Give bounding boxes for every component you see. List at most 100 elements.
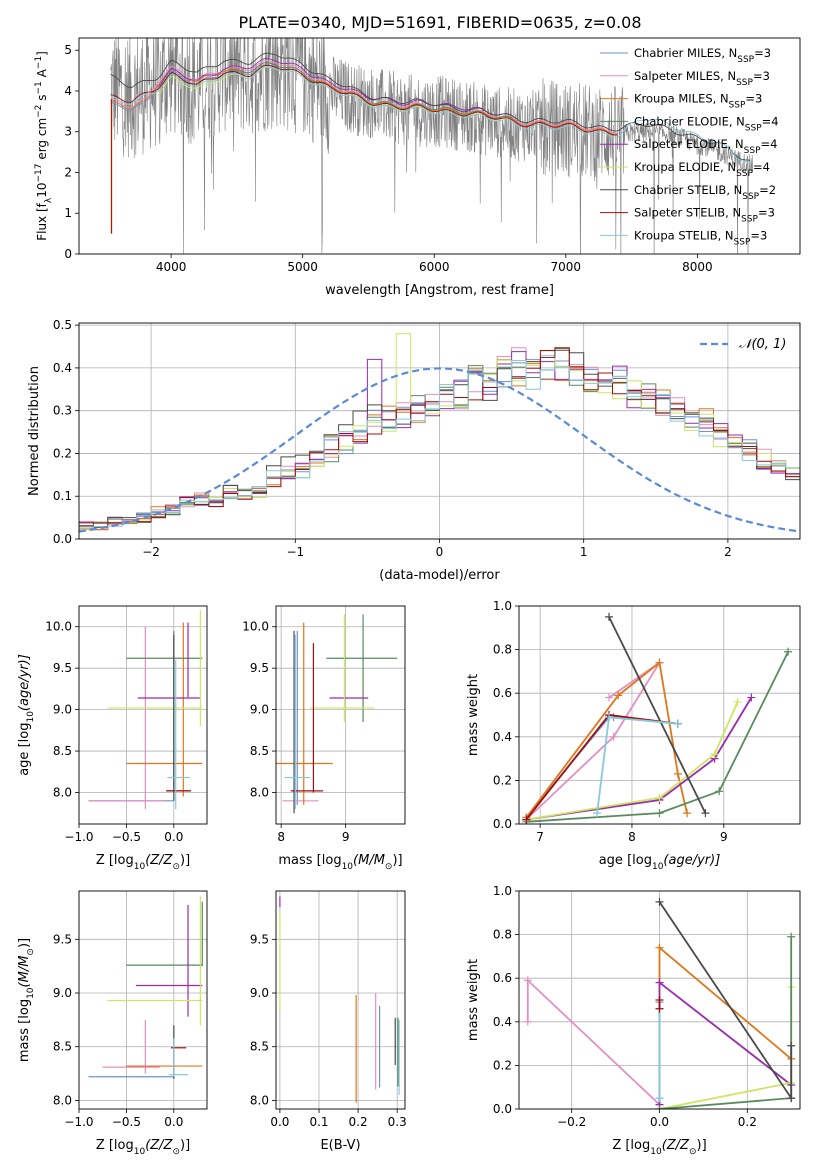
x-tick-label: 7000 — [551, 260, 582, 274]
y-tick-label: 0.0 — [53, 532, 72, 546]
y-tick-label: 8.5 — [53, 1040, 72, 1054]
weight-marker — [523, 1017, 532, 1026]
y-tick-label: 1.0 — [493, 884, 512, 898]
weight-line — [526, 697, 753, 821]
observed-spectrum — [110, 38, 753, 254]
x-axis-label: Z [log10(Z/Z⊙)] — [96, 1138, 190, 1157]
y-tick-label: 0.6 — [493, 971, 512, 985]
weight-marker — [701, 809, 710, 818]
x-axis-label: mass [log10(M/M⊙)] — [278, 853, 402, 872]
y-tick-label: 1 — [64, 206, 72, 220]
weight-marker — [655, 978, 664, 987]
y-tick-label: 9.5 — [53, 661, 72, 675]
x-axis-label: wavelength [Angstrom, rest frame] — [325, 283, 554, 298]
y-axis-label: Normed distribution — [27, 366, 42, 496]
spectrum-legend: Chabrier MILES, NSSP=3 Salpeter MILES, NS… — [600, 46, 779, 247]
weight-marker — [522, 815, 531, 824]
mass-vs-Z-frame — [78, 890, 208, 1110]
mass-vs-ebv-panel: 0.0 0.1 0.2 0.3 8.0 8.5 9.0 9.5 E(B-V) — [250, 890, 407, 1153]
weight-marker — [673, 769, 682, 778]
weight-vs-Z-panel: −0.2 0.0 0.2 0.0 0.2 0.4 0.6 0.8 1.0 Z [log10(Z/Z… — [466, 884, 801, 1157]
model-spectrum — [110, 66, 751, 163]
weight-line — [608, 616, 707, 814]
y-tick-label: 4 — [64, 84, 72, 98]
x-tick-label: 2 — [724, 545, 732, 559]
y-tick-label: 2 — [64, 165, 72, 179]
x-tick-label: 0.1 — [309, 1115, 328, 1129]
spectrum-panel: 4000 5000 6000 7000 8000 0 1 2 3 4 5 wavelength [An… — [34, 37, 801, 298]
legend-entry: 𝒩(0, 1) — [739, 337, 786, 352]
residuals-plot-area — [79, 333, 800, 533]
y-tick-label: 8.5 — [250, 744, 269, 758]
x-tick-label: 0.0 — [164, 1115, 183, 1129]
y-axis-label: mass weight — [466, 959, 481, 1041]
x-tick-label: 7 — [536, 830, 544, 844]
legend-entry: Salpeter MILES, NSSP=3 — [634, 69, 770, 88]
age-vs-mass-frame — [275, 605, 406, 825]
y-tick-label: 0.4 — [493, 730, 512, 744]
x-tick-label: 5000 — [287, 260, 318, 274]
weight-marker — [604, 713, 613, 722]
weight-marker — [614, 691, 623, 700]
gaussian-curve — [79, 367, 800, 533]
y-tick-label: 0.4 — [53, 361, 72, 375]
mass-vs-ebv-frame — [275, 890, 406, 1110]
x-tick-label: −1 — [286, 545, 304, 559]
weight-marker — [604, 612, 613, 621]
x-tick-label: 0.2 — [738, 1115, 757, 1129]
x-tick-label: 8 — [277, 830, 285, 844]
weight-vs-age-frame — [518, 605, 801, 825]
weight-marker — [673, 719, 682, 728]
weight-marker — [604, 693, 613, 702]
age-vs-Z-frame — [78, 605, 208, 825]
weight-marker — [655, 996, 664, 1004]
y-tick-label: 0.2 — [53, 446, 72, 460]
y-tick-label: 10.0 — [45, 620, 72, 634]
y-axis-label: mass [log10(M/M⊙)] — [17, 938, 36, 1062]
y-tick-label: 0.2 — [493, 1058, 512, 1072]
x-tick-label: 0.0 — [270, 1115, 289, 1129]
x-tick-label: 0.2 — [349, 1115, 368, 1129]
y-tick-label: 0.0 — [493, 1102, 512, 1116]
x-tick-label: 8 — [628, 830, 636, 844]
x-axis-label: Z [log10(Z/Z⊙)] — [612, 1138, 706, 1157]
y-tick-label: 10.0 — [242, 620, 269, 634]
legend-entry: Salpeter ELODIE, NSSP=4 — [634, 137, 777, 156]
weight-marker — [655, 793, 664, 802]
x-axis-label: age [log10(age/yr)] — [599, 853, 721, 872]
y-tick-label: 0.3 — [53, 404, 72, 418]
y-tick-label: 9.5 — [250, 661, 269, 675]
weight-marker — [710, 750, 719, 759]
weight-line — [525, 661, 661, 821]
weight-marker — [655, 809, 664, 818]
y-tick-label: 9.5 — [250, 932, 269, 946]
legend-entry: Kroupa ELODIE, NSSP=4 — [634, 160, 770, 179]
y-tick-label: 0.5 — [53, 318, 72, 332]
weight-marker — [733, 697, 742, 706]
weight-line — [526, 651, 789, 823]
legend-entry: Chabrier STELIB, NSSP=2 — [634, 183, 776, 202]
legend-entry: Kroupa MILES, NSSP=3 — [634, 92, 762, 111]
weight-marker — [655, 1004, 664, 1013]
x-tick-label: 8000 — [682, 260, 713, 274]
legend-entry: Kroupa STELIB, NSSP=3 — [634, 228, 767, 247]
model-spectrum — [110, 52, 751, 161]
age-vs-Z-panel: −1.0 −0.5 0.0 8.0 8.5 9.0 9.5 10.0 Z [log10(Z/Z⊙… — [17, 605, 208, 872]
model-spectrum — [157, 58, 514, 117]
weight-marker — [655, 1105, 664, 1109]
x-axis-label: E(B-V) — [320, 1138, 360, 1153]
x-tick-label: −0.5 — [112, 830, 141, 844]
weight-marker — [787, 1094, 796, 1103]
x-tick-label: −1.0 — [64, 1115, 93, 1129]
y-tick-label: 8.0 — [53, 786, 72, 800]
y-tick-label: 8.0 — [53, 1093, 72, 1107]
weight-vs-age-panel: 7 8 9 0.0 0.2 0.4 0.6 0.8 1.0 age [log10(age/yr)]… — [466, 599, 801, 872]
weight-marker — [784, 647, 793, 656]
y-tick-label: 9.0 — [53, 986, 72, 1000]
weight-marker — [655, 943, 664, 952]
figure-title: PLATE=0340, MJD=51691, FIBERID=0635, z=0… — [238, 13, 641, 32]
weight-marker — [655, 897, 664, 906]
y-tick-label: 1.0 — [493, 599, 512, 613]
y-tick-label: 0.0 — [493, 817, 512, 831]
